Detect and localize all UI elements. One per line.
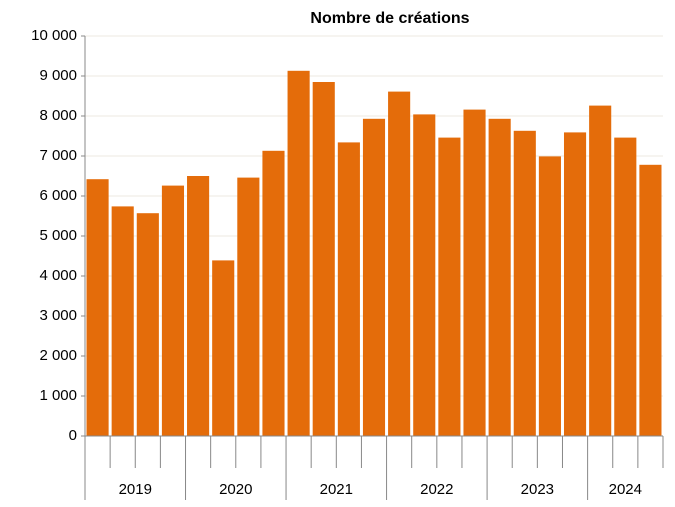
- y-tick-label: 1 000: [39, 387, 77, 404]
- x-group-label: 2019: [119, 481, 152, 498]
- y-tick-label: 0: [69, 427, 77, 444]
- bar: [187, 176, 210, 436]
- y-tick-label: 5 000: [39, 227, 77, 244]
- chart-title: Nombre de créations: [310, 10, 469, 27]
- bar: [111, 206, 134, 436]
- bar: [237, 177, 260, 436]
- x-group-label: 2021: [320, 481, 353, 498]
- y-tick-label: 2 000: [39, 347, 77, 364]
- bar: [413, 114, 436, 437]
- bar: [639, 164, 662, 437]
- bar: [86, 179, 109, 436]
- bar: [513, 130, 536, 437]
- x-group-label: 2022: [420, 481, 453, 498]
- bar: [136, 213, 159, 436]
- y-tick-label: 10 000: [31, 27, 77, 44]
- bar: [161, 185, 185, 436]
- bar: [438, 137, 461, 436]
- bar: [563, 132, 587, 436]
- bar: [287, 70, 310, 437]
- y-tick-label: 9 000: [39, 67, 77, 84]
- bar: [262, 150, 285, 437]
- y-tick-label: 8 000: [39, 107, 77, 124]
- bar: [614, 137, 637, 436]
- bar: [388, 91, 411, 436]
- bar: [589, 105, 612, 436]
- bar: [212, 260, 235, 436]
- bar: [362, 118, 386, 437]
- y-tick-label: 6 000: [39, 187, 77, 204]
- bar: [538, 156, 561, 436]
- bar: [337, 142, 360, 436]
- x-group-label: 2024: [609, 481, 642, 498]
- y-tick-label: 7 000: [39, 147, 77, 164]
- x-group-label: 2023: [521, 481, 554, 498]
- bar: [312, 82, 335, 436]
- y-tick-label: 4 000: [39, 267, 77, 284]
- bar: [463, 109, 486, 436]
- x-group-label: 2020: [219, 481, 252, 498]
- y-tick-label: 3 000: [39, 307, 77, 324]
- bar: [488, 118, 511, 437]
